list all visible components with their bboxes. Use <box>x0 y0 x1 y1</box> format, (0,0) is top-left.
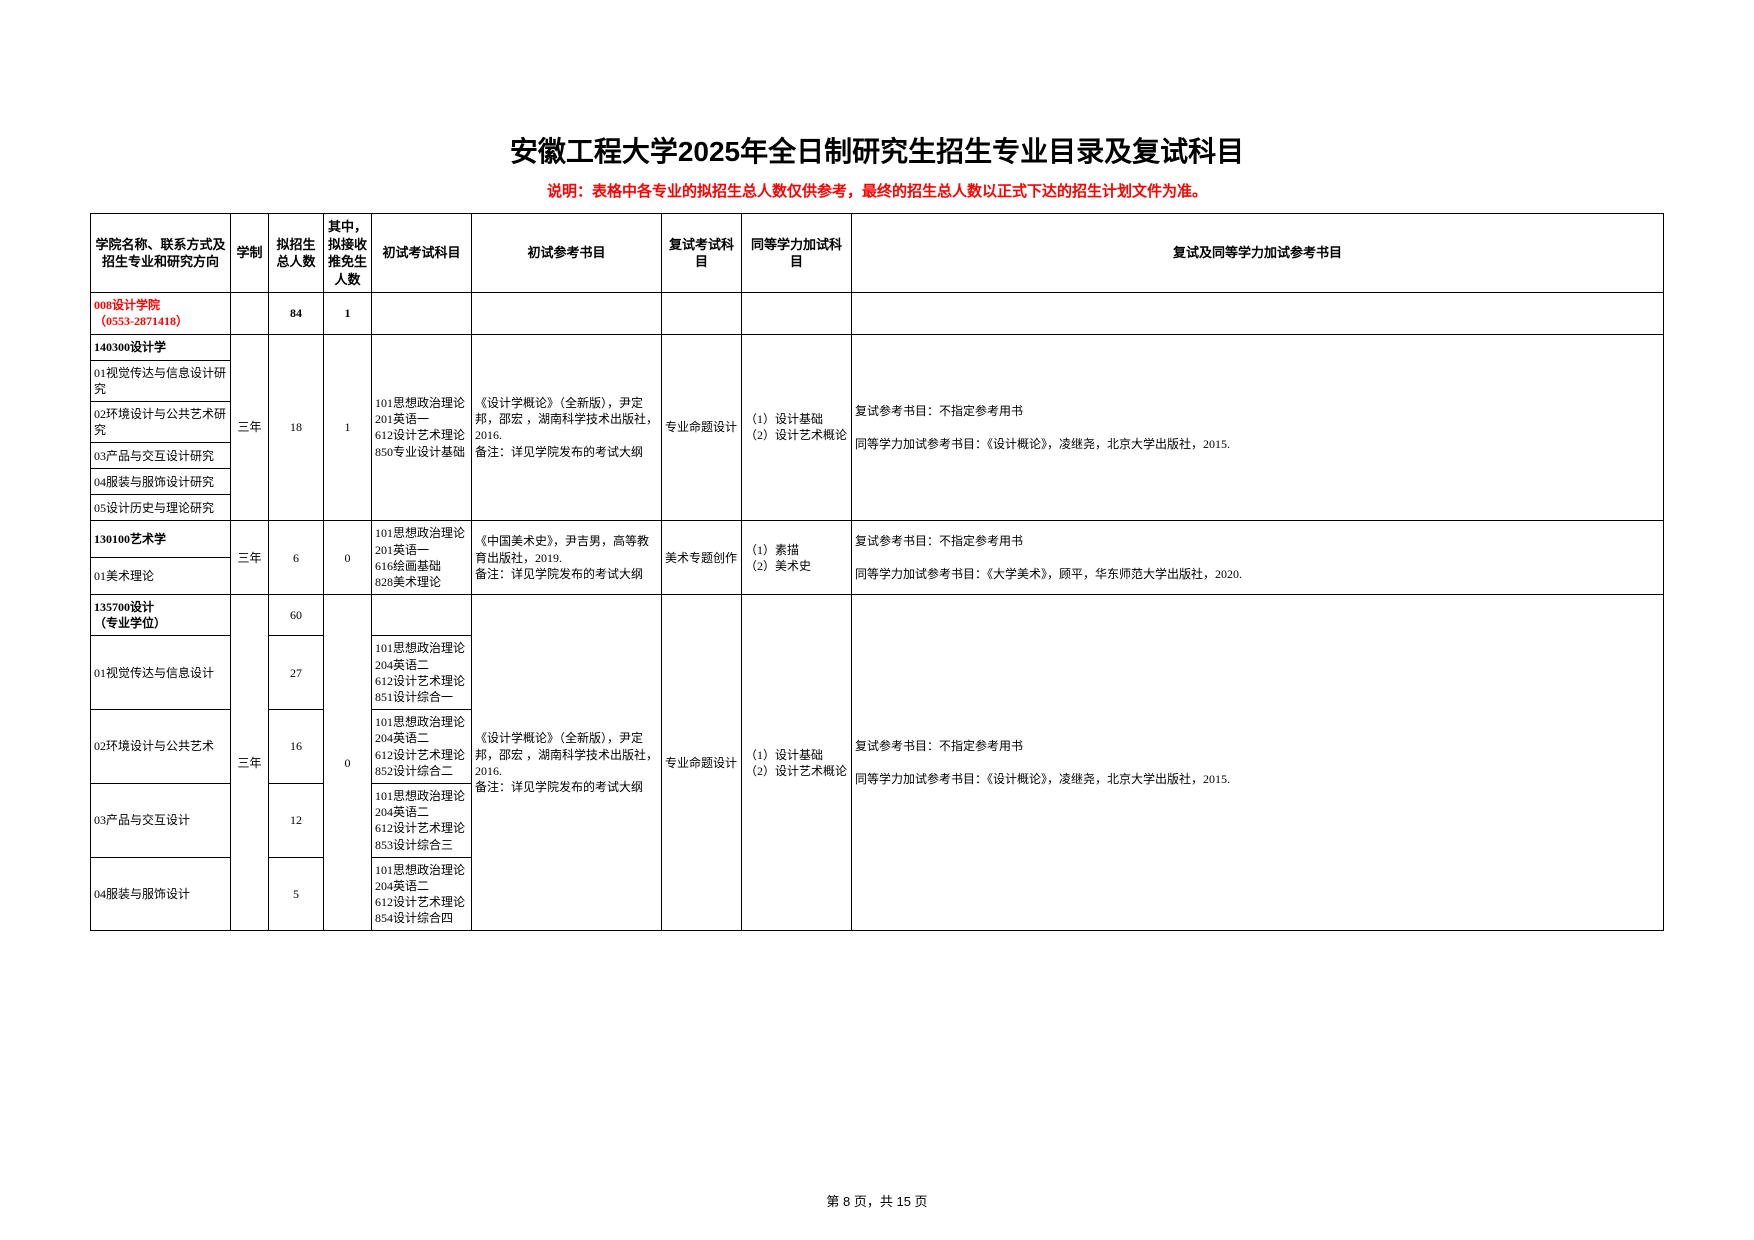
th-duration: 学制 <box>231 214 269 293</box>
fushi-cell: 美术专题创作 <box>662 521 742 595</box>
refs-cell: 复试参考书目：不指定参考用书 同等学力加试参考书目：《设计概论》，凌继尧，北京大… <box>852 595 1664 931</box>
th-count: 拟招生总人数 <box>269 214 324 293</box>
th-books: 初试参考书目 <box>472 214 662 293</box>
table-row: 130100艺术学 三年 6 0 101思想政治理论 201英语一 616绘画基… <box>91 521 1664 558</box>
refs-cell: 复试参考书目：不指定参考用书 同等学力加试参考书目：《设计概论》，凌继尧，北京大… <box>852 334 1664 521</box>
major-name: 135700设计 （专业学位） <box>91 595 231 636</box>
exams-cell <box>372 595 472 636</box>
table-row: 140300设计学 三年 18 1 101思想政治理论 201英语一 612设计… <box>91 334 1664 360</box>
dir-cell: 03产品与交互设计 <box>91 783 231 857</box>
dir-cell: 01视觉传达与信息设计研究 <box>91 360 231 401</box>
page-subtitle: 说明：表格中各专业的拟招生总人数仅供参考，最终的招生总人数以正式下达的招生计划文… <box>90 180 1664 201</box>
exams-cell: 101思想政治理论 201英语一 616绘画基础 828美术理论 <box>372 521 472 595</box>
dir-cell: 04服装与服饰设计研究 <box>91 469 231 495</box>
th-fushi: 复试考试科目 <box>662 214 742 293</box>
exams-cell: 101思想政治理论 204英语二 612设计艺术理论 852设计综合二 <box>372 710 472 784</box>
duration-cell: 三年 <box>231 595 269 931</box>
count-cell: 27 <box>269 636 324 710</box>
cell-empty <box>742 293 852 334</box>
exams-cell: 101思想政治理论 204英语二 612设计艺术理论 851设计综合一 <box>372 636 472 710</box>
jiashi-cell: （1）素描 （2）美术史 <box>742 521 852 595</box>
major-name: 140300设计学 <box>91 334 231 360</box>
dir-cell: 02环境设计与公共艺术研究 <box>91 401 231 442</box>
cell-empty <box>852 293 1664 334</box>
jiashi-cell: （1）设计基础 （2）设计艺术概论 <box>742 595 852 931</box>
cell-empty <box>472 293 662 334</box>
dir-cell: 04服装与服饰设计 <box>91 857 231 931</box>
exams-cell: 101思想政治理论 204英语二 612设计艺术理论 854设计综合四 <box>372 857 472 931</box>
th-tuimian: 其中，拟接收推免生人数 <box>324 214 372 293</box>
books-cell: 《中国美术史》，尹吉男，高等教育出版社，2019. 备注：详见学院发布的考试大纲 <box>472 521 662 595</box>
major-name: 130100艺术学 <box>91 521 231 558</box>
header-row: 学院名称、联系方式及招生专业和研究方向 学制 拟招生总人数 其中，拟接收推免生人… <box>91 214 1664 293</box>
dept-total: 84 <box>269 293 324 334</box>
dir-cell: 05设计历史与理论研究 <box>91 495 231 521</box>
cell-empty <box>662 293 742 334</box>
page-footer: 第 8 页，共 15 页 <box>0 1191 1754 1210</box>
dept-tuimian: 1 <box>324 293 372 334</box>
dept-name-cell: 008设计学院 （0553-2871418） <box>91 293 231 334</box>
count-cell: 60 <box>269 595 324 636</box>
books-cell: 《设计学概论》（全新版），尹定邦，邵宏 ，湖南科学技术出版社，2016. 备注：… <box>472 595 662 931</box>
count-cell: 18 <box>269 334 324 521</box>
count-cell: 6 <box>269 521 324 595</box>
refs-cell: 复试参考书目：不指定参考用书 同等学力加试参考书目：《大学美术》，顾平，华东师范… <box>852 521 1664 595</box>
exams-cell: 101思想政治理论 204英语二 612设计艺术理论 853设计综合三 <box>372 783 472 857</box>
books-cell: 《设计学概论》（全新版），尹定邦，邵宏 ，湖南科学技术出版社，2016. 备注：… <box>472 334 662 521</box>
cell-empty <box>231 293 269 334</box>
fushi-cell: 专业命题设计 <box>662 595 742 931</box>
dept-name: 008设计学院 <box>94 298 160 312</box>
count-cell: 5 <box>269 857 324 931</box>
count-cell: 16 <box>269 710 324 784</box>
dir-cell: 01美术理论 <box>91 558 231 595</box>
th-exams: 初试考试科目 <box>372 214 472 293</box>
tuimian-cell: 0 <box>324 595 372 931</box>
dir-cell: 01视觉传达与信息设计 <box>91 636 231 710</box>
duration-cell: 三年 <box>231 521 269 595</box>
th-refs: 复试及同等学力加试参考书目 <box>852 214 1664 293</box>
th-college: 学院名称、联系方式及招生专业和研究方向 <box>91 214 231 293</box>
page-title: 安徽工程大学2025年全日制研究生招生专业目录及复试科目 <box>90 130 1664 170</box>
dir-cell: 03产品与交互设计研究 <box>91 443 231 469</box>
fushi-cell: 专业命题设计 <box>662 334 742 521</box>
exams-cell: 101思想政治理论 201英语一 612设计艺术理论 850专业设计基础 <box>372 334 472 521</box>
jiashi-cell: （1）设计基础 （2）设计艺术概论 <box>742 334 852 521</box>
cell-empty <box>372 293 472 334</box>
dir-cell: 02环境设计与公共艺术 <box>91 710 231 784</box>
table-row: 135700设计 （专业学位） 三年 60 0 《设计学概论》（全新版），尹定邦… <box>91 595 1664 636</box>
tuimian-cell: 0 <box>324 521 372 595</box>
tuimian-cell: 1 <box>324 334 372 521</box>
count-cell: 12 <box>269 783 324 857</box>
catalog-table: 学院名称、联系方式及招生专业和研究方向 学制 拟招生总人数 其中，拟接收推免生人… <box>90 213 1664 931</box>
dept-row: 008设计学院 （0553-2871418） 84 1 <box>91 293 1664 334</box>
th-jiashi: 同等学力加试科目 <box>742 214 852 293</box>
dept-phone: （0553-2871418） <box>94 314 188 328</box>
duration-cell: 三年 <box>231 334 269 521</box>
